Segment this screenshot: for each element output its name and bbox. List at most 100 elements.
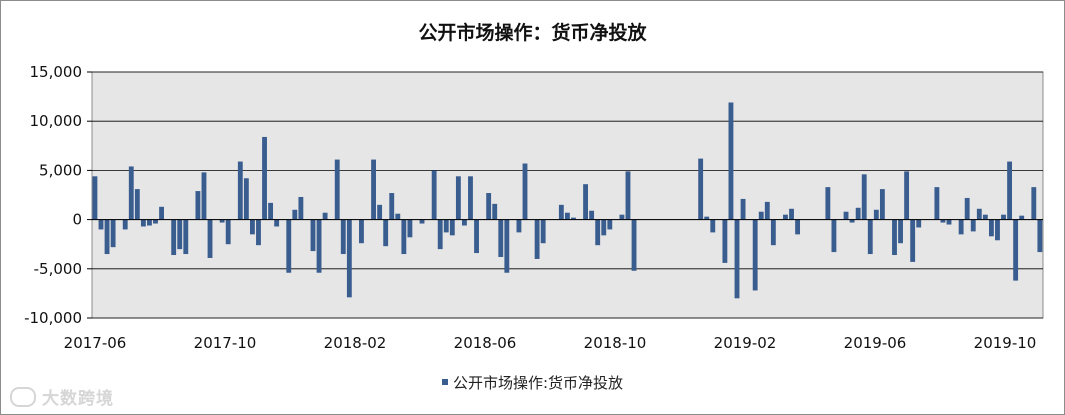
y-tick-label: -5,000 [34, 260, 82, 278]
bar [988, 219, 994, 237]
bar [346, 219, 352, 298]
bar [183, 219, 189, 255]
bar [710, 219, 716, 233]
bar [964, 197, 970, 220]
bar [486, 193, 492, 220]
bar [249, 219, 255, 235]
bar [1019, 215, 1025, 220]
bar [383, 219, 389, 247]
y-tick-label: 5,000 [39, 161, 82, 179]
bar [407, 219, 413, 238]
bar [128, 166, 134, 220]
bar [873, 209, 879, 220]
bar [431, 170, 437, 220]
bar [752, 219, 758, 291]
bar [970, 219, 976, 232]
bar [934, 187, 940, 220]
chart-title: 公开市场操作：货币净投放 [418, 22, 647, 44]
bar [401, 219, 407, 255]
bar [256, 219, 261, 246]
bar [268, 202, 274, 220]
bar [879, 189, 885, 220]
bar [207, 219, 213, 258]
x-tick-label: 2017-06 [64, 334, 127, 352]
bar [395, 213, 401, 220]
bar [449, 219, 455, 236]
bar [1007, 161, 1013, 220]
bar [795, 219, 801, 235]
x-tick-label: 2019-02 [714, 334, 777, 352]
bar [201, 172, 207, 220]
bar [789, 208, 794, 220]
bar [316, 219, 322, 273]
bar [134, 189, 140, 220]
bar [153, 219, 158, 224]
bar [534, 219, 540, 259]
bar [92, 176, 98, 220]
x-tick-label: 2018-10 [584, 334, 647, 352]
legend-label: 公开市场操作:货币净投放 [452, 374, 624, 392]
bar [262, 136, 267, 220]
bar [619, 214, 625, 220]
bar [704, 216, 710, 220]
bar [595, 219, 601, 246]
y-tick-label: 0 [72, 211, 82, 229]
bar [147, 219, 152, 226]
bar [607, 219, 613, 230]
bar [940, 219, 946, 223]
bar [298, 196, 304, 220]
x-tick-label: 2019-10 [974, 334, 1037, 352]
bar [237, 161, 243, 220]
x-tick-label: 2018-06 [454, 334, 517, 352]
bar [340, 219, 346, 255]
bar [171, 219, 177, 256]
bar [371, 159, 376, 220]
bar [910, 219, 916, 262]
bar [583, 184, 589, 220]
bar [225, 219, 231, 245]
x-tick-label: 2017-10 [194, 334, 257, 352]
y-tick-label: -10,000 [24, 309, 82, 327]
bar [468, 176, 473, 220]
y-tick-label: 10,000 [30, 112, 83, 130]
bar [904, 171, 910, 220]
bar [625, 171, 631, 220]
bar [377, 204, 383, 220]
bar [995, 219, 1000, 241]
bar [292, 209, 298, 220]
x-tick-label: 2019-06 [844, 334, 907, 352]
bar [104, 219, 110, 255]
bar [740, 198, 746, 220]
bar [310, 219, 316, 252]
bar [916, 219, 922, 228]
bar [976, 208, 982, 220]
bar [389, 193, 395, 220]
bar [504, 219, 510, 273]
bar [867, 219, 873, 255]
bar [946, 219, 952, 225]
bar [564, 212, 570, 220]
bar [334, 159, 340, 220]
bar [437, 219, 443, 250]
bar [140, 219, 146, 227]
bar [982, 214, 988, 220]
bar [286, 219, 292, 273]
bar [159, 206, 164, 220]
bar [540, 219, 546, 244]
legend: 公开市场操作:货币净投放 [0, 372, 1065, 393]
legend-swatch [441, 378, 448, 385]
bar [770, 219, 776, 246]
bar [861, 174, 867, 220]
bar [898, 219, 903, 244]
bar [601, 219, 607, 236]
bar [455, 176, 461, 220]
bar [892, 219, 897, 256]
bar [177, 219, 183, 250]
bar [419, 219, 425, 224]
bar [825, 187, 831, 220]
bar [461, 219, 467, 226]
bar [1031, 187, 1037, 220]
bar [516, 219, 522, 233]
bar [522, 163, 528, 220]
